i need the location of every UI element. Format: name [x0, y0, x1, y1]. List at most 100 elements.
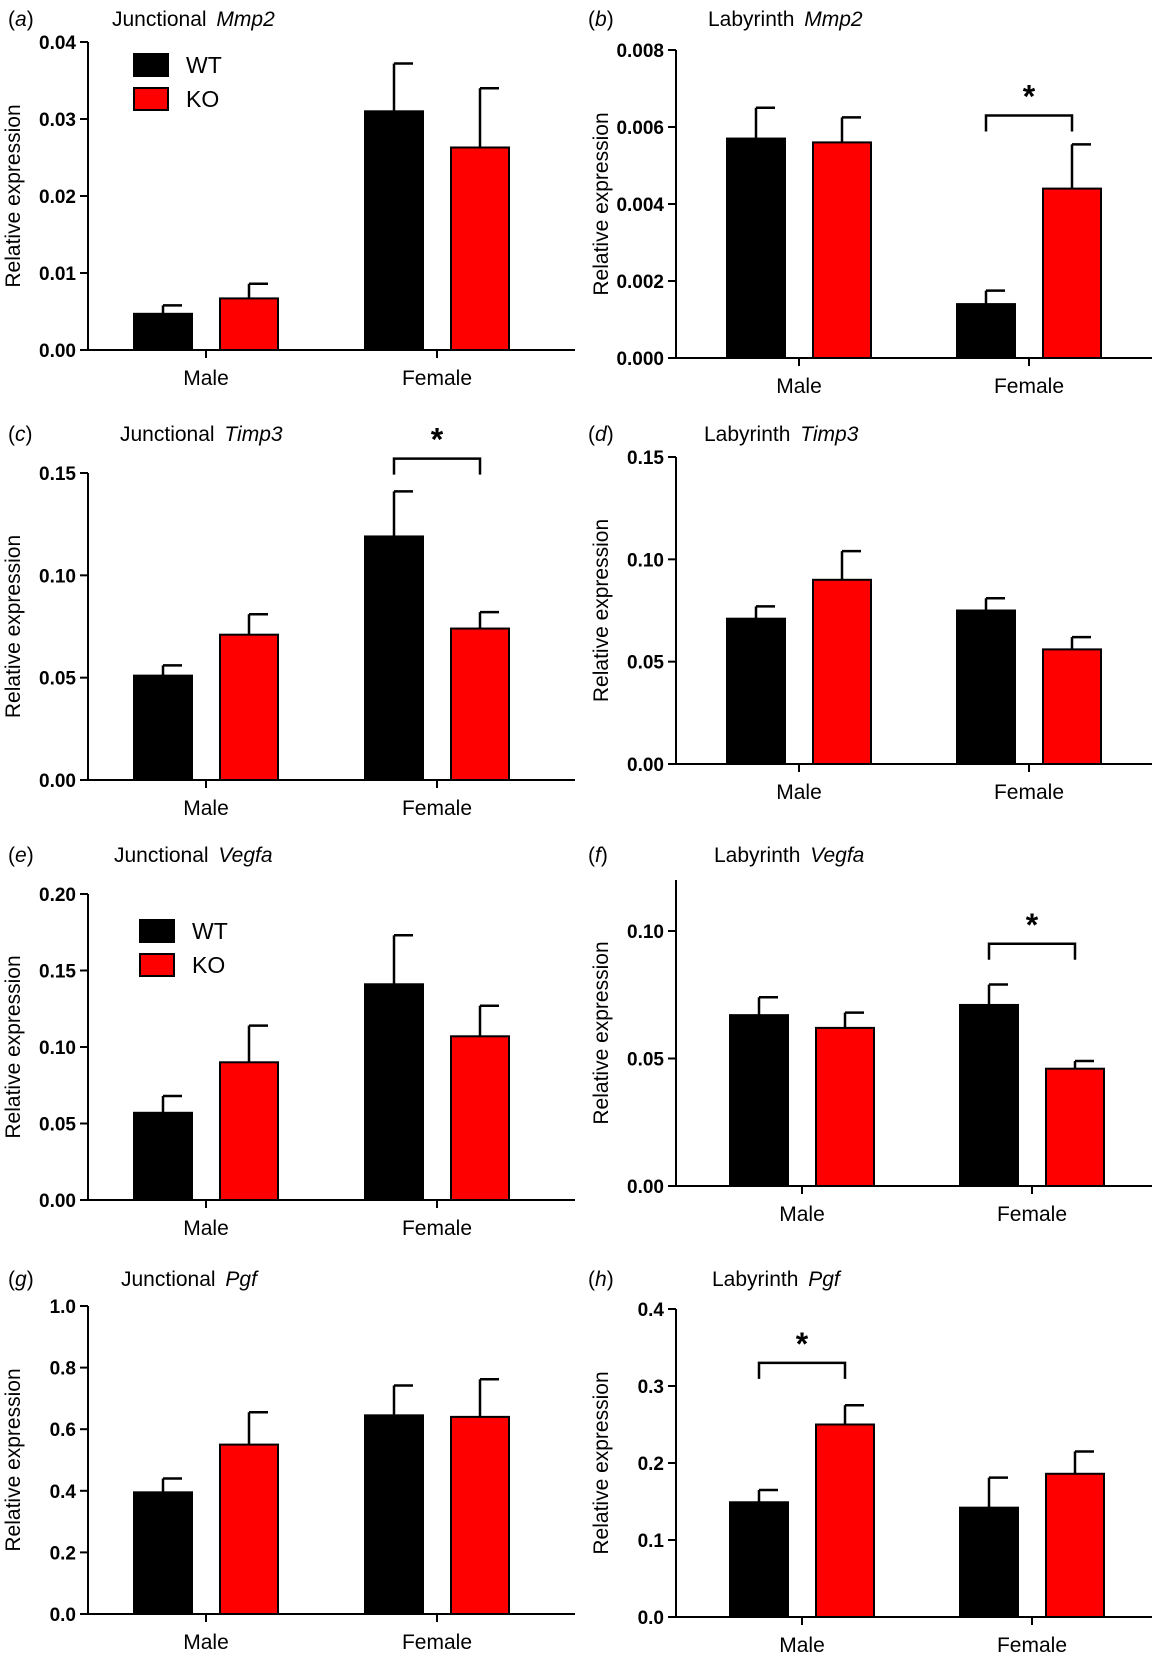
y-tick-label: 0.2 — [50, 1543, 76, 1564]
x-tick-label: Male — [183, 797, 229, 820]
y-tick-label: 0.04 — [39, 33, 76, 54]
panel-paren-open: ( — [8, 8, 15, 31]
chart-title: Labyrinth Pgf — [712, 1268, 842, 1291]
bar-wt-female — [959, 1003, 1019, 1188]
legend-label-ko: KO — [192, 952, 225, 978]
chart-panel-h: (h) Labyrinth Pgf Relative expression 0.0 0.… — [588, 1268, 1152, 1657]
panel-paren-close: ) — [607, 423, 614, 446]
y-tick-label: 0.20 — [39, 885, 76, 906]
x-tick-label: Female — [402, 797, 472, 820]
title-gene: Pgf — [808, 1268, 842, 1291]
bar-ko-female — [450, 1415, 510, 1615]
y-tick-label: 0.10 — [39, 566, 76, 587]
panel-paren-close: ) — [27, 8, 34, 31]
chart-panel-a: (a) Junctional Mmp2 Relative expression 0.0… — [2, 8, 575, 390]
y-tick-label: 0.05 — [39, 669, 76, 690]
panel-letter: f — [595, 844, 603, 867]
legend-label-wt: WT — [192, 918, 228, 944]
panel-label: (h) — [588, 1268, 614, 1291]
panel-paren-close: ) — [27, 1268, 34, 1291]
y-tick-label: 0.00 — [627, 755, 664, 776]
y-tick-label: 0.6 — [50, 1420, 76, 1441]
panel-paren-open: ( — [8, 1268, 15, 1291]
y-tick-label: 0.15 — [627, 448, 664, 469]
panel-letter: d — [595, 423, 608, 446]
y-tick-label: 1.0 — [50, 1297, 76, 1318]
significance-star: * — [1026, 907, 1039, 943]
title-tissue: Labyrinth — [708, 8, 800, 31]
bar-ko-female — [1042, 648, 1102, 765]
panel-paren-open: ( — [588, 423, 595, 446]
legend-swatch-wt — [139, 919, 175, 943]
bar-wt-male — [729, 1014, 789, 1188]
x-tick-label: Male — [779, 1203, 825, 1226]
panel-label: (g) — [8, 1268, 34, 1291]
legend-swatch-ko — [133, 87, 169, 111]
x-tick-label: Male — [779, 1634, 825, 1657]
bar-ko-female — [450, 1035, 510, 1202]
chart-title: Labyrinth Mmp2 — [708, 8, 863, 31]
y-tick-label: 0.01 — [39, 264, 76, 285]
bar-ko-female — [450, 627, 510, 782]
panel-letter: a — [15, 8, 27, 31]
panel-paren-open: ( — [588, 1268, 595, 1291]
title-tissue: Junctional — [114, 844, 214, 867]
y-axis-label: Relative expression — [2, 955, 25, 1138]
bar-ko-male — [219, 297, 279, 352]
panel-label: (f) — [588, 844, 608, 867]
chart-panel-c: (c) Junctional Timp3 Relative expression 0.… — [2, 422, 575, 820]
y-tick-label: 0.006 — [616, 118, 664, 139]
bar-wt-male — [133, 1111, 193, 1202]
bar-ko-female — [1045, 1472, 1105, 1619]
chart-title: Junctional Mmp2 — [112, 8, 275, 31]
bar-ko-male — [815, 1026, 875, 1188]
bar-wt-male — [726, 137, 786, 359]
x-tick-label: Female — [994, 781, 1064, 804]
y-tick-label: 0.03 — [39, 110, 76, 131]
y-tick-label: 0.10 — [627, 550, 664, 571]
bar-wt-female — [364, 110, 424, 351]
y-axis-label: Relative expression — [2, 1368, 25, 1551]
title-gene: Timp3 — [800, 423, 858, 446]
chart-panel-g: (g) Junctional Pgf Relative expression 0.0 0… — [2, 1268, 575, 1654]
bar-wt-female — [956, 609, 1016, 765]
x-tick-label: Male — [183, 367, 229, 390]
y-tick-label: 0.002 — [616, 272, 664, 293]
bar-wt-male — [729, 1501, 789, 1619]
bar-wt-female — [959, 1506, 1019, 1619]
chart-title: Junctional Timp3 — [120, 423, 283, 446]
y-tick-label: 0.02 — [39, 187, 76, 208]
significance-bracket — [987, 942, 1077, 960]
bar-ko-female — [1042, 187, 1102, 359]
bar-wt-male — [133, 1491, 193, 1615]
panel-paren-close: ) — [607, 1268, 614, 1291]
y-tick-label: 0.00 — [39, 771, 76, 792]
bar-ko-male — [812, 141, 872, 359]
y-tick-label: 0.3 — [638, 1377, 664, 1398]
chart-panel-e: (e) Junctional Vegfa Relative expression 0.… — [2, 844, 575, 1240]
panel-paren-close: ) — [607, 8, 614, 31]
significance-bracket — [757, 1361, 847, 1379]
panel-letter: h — [595, 1268, 607, 1291]
y-axis-label: Relative expression — [590, 112, 613, 295]
panel-label: (a) — [8, 8, 34, 31]
title-gene: Mmp2 — [804, 8, 863, 31]
y-tick-label: 0.10 — [627, 922, 664, 943]
y-tick-label: 0.4 — [50, 1482, 77, 1503]
y-axis-label: Relative expression — [590, 1371, 613, 1554]
y-tick-label: 0.00 — [627, 1177, 664, 1198]
title-tissue: Junctional — [112, 8, 212, 31]
panel-paren-open: ( — [8, 844, 15, 867]
title-gene: Mmp2 — [216, 8, 275, 31]
panel-paren-close: ) — [601, 844, 608, 867]
panel-paren-open: ( — [588, 8, 595, 31]
bar-wt-female — [364, 1414, 424, 1615]
x-tick-label: Female — [402, 367, 472, 390]
panel-letter: g — [15, 1268, 27, 1291]
bar-wt-male — [133, 312, 193, 351]
bar-wt-female — [956, 303, 1016, 360]
y-axis-label: Relative expression — [2, 535, 25, 718]
title-tissue: Junctional — [121, 1268, 221, 1291]
